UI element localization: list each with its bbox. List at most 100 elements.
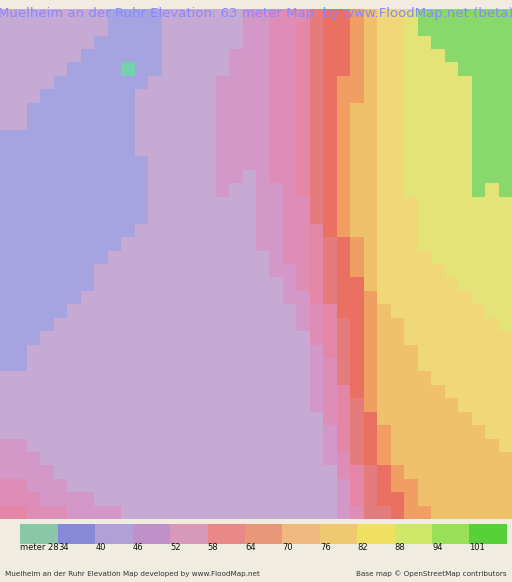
Bar <box>485 439 499 452</box>
Bar <box>0 425 13 439</box>
Bar <box>391 318 404 331</box>
Bar <box>458 304 472 318</box>
Bar <box>364 9 377 22</box>
Bar <box>269 250 283 264</box>
Bar <box>108 143 121 157</box>
Bar <box>245 524 283 544</box>
Bar <box>377 506 391 519</box>
Bar <box>337 425 350 439</box>
Bar <box>229 9 243 22</box>
Bar <box>188 385 202 398</box>
Bar <box>54 506 68 519</box>
Bar <box>243 170 256 183</box>
Bar <box>121 506 135 519</box>
Bar <box>283 452 296 466</box>
Bar <box>256 210 269 223</box>
Bar <box>269 452 283 466</box>
Bar <box>444 291 458 304</box>
Bar <box>296 210 310 223</box>
Bar <box>13 479 27 492</box>
Bar <box>391 331 404 345</box>
Bar <box>148 278 162 291</box>
Bar <box>188 479 202 492</box>
Bar <box>162 143 175 157</box>
Bar <box>135 492 148 506</box>
Bar <box>188 143 202 157</box>
Bar <box>81 237 94 250</box>
Bar <box>68 371 81 385</box>
Bar <box>350 398 364 411</box>
Bar <box>202 371 216 385</box>
Bar <box>269 237 283 250</box>
Bar <box>444 398 458 411</box>
Bar <box>324 278 337 291</box>
Bar <box>243 76 256 89</box>
Bar <box>54 466 68 479</box>
Bar <box>94 49 108 62</box>
Bar <box>296 237 310 250</box>
Bar <box>324 143 337 157</box>
Bar <box>377 492 391 506</box>
Bar <box>108 506 121 519</box>
Bar <box>121 116 135 130</box>
Bar <box>364 116 377 130</box>
Bar <box>472 291 485 304</box>
Bar <box>404 143 418 157</box>
Bar <box>324 385 337 398</box>
Bar <box>243 479 256 492</box>
Bar <box>472 197 485 210</box>
Bar <box>27 116 40 130</box>
Bar <box>81 116 94 130</box>
Bar <box>499 157 512 170</box>
Bar <box>310 157 324 170</box>
Bar <box>283 9 296 22</box>
Bar <box>229 425 243 439</box>
Bar <box>324 210 337 223</box>
Bar <box>431 466 444 479</box>
Bar <box>458 210 472 223</box>
Bar <box>283 278 296 291</box>
Bar <box>350 371 364 385</box>
Bar <box>458 411 472 425</box>
Bar <box>68 183 81 197</box>
Bar <box>418 103 431 116</box>
Bar <box>391 264 404 278</box>
Bar <box>94 22 108 36</box>
Bar <box>108 62 121 76</box>
Bar <box>175 479 188 492</box>
Bar <box>499 62 512 76</box>
Bar <box>269 506 283 519</box>
Bar <box>81 466 94 479</box>
Bar <box>135 76 148 89</box>
Bar <box>458 466 472 479</box>
Bar <box>431 439 444 452</box>
Bar <box>148 398 162 411</box>
Bar <box>40 278 54 291</box>
Bar <box>229 452 243 466</box>
Bar <box>418 304 431 318</box>
Bar <box>296 506 310 519</box>
Bar <box>175 250 188 264</box>
Bar <box>243 385 256 398</box>
Bar <box>337 264 350 278</box>
Bar <box>364 411 377 425</box>
Bar <box>0 130 13 143</box>
Bar <box>350 385 364 398</box>
Bar <box>283 36 296 49</box>
Bar <box>243 411 256 425</box>
Bar <box>94 237 108 250</box>
Bar <box>81 170 94 183</box>
Bar <box>13 143 27 157</box>
Bar <box>175 49 188 62</box>
Bar <box>135 183 148 197</box>
Bar <box>216 116 229 130</box>
Bar <box>216 398 229 411</box>
Bar <box>458 250 472 264</box>
Bar <box>350 143 364 157</box>
Bar <box>350 425 364 439</box>
Bar <box>269 49 283 62</box>
Bar <box>121 345 135 358</box>
Bar <box>54 385 68 398</box>
Bar <box>216 170 229 183</box>
Bar <box>485 411 499 425</box>
